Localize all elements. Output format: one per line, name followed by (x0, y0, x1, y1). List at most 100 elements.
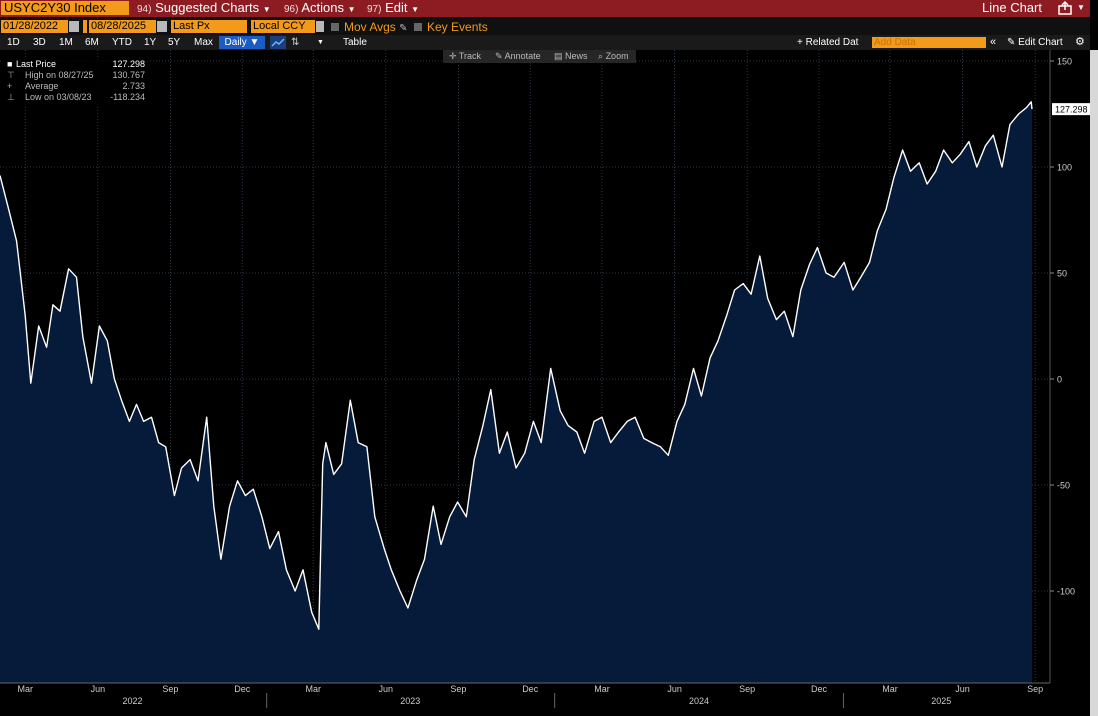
gear-icon[interactable]: ⚙ (1075, 36, 1085, 48)
actions-menu[interactable]: 96) Actions ▼ (284, 0, 356, 17)
period-max[interactable]: Max (194, 37, 213, 48)
edit-menu[interactable]: 97) Edit ▼ (367, 0, 419, 17)
x-tick-label: Mar (594, 684, 610, 694)
x-axis: Mar Jun Sep Dec Mar Jun Sep Dec Mar Jun Sep Dec Mar J… (0, 682, 1090, 716)
period-1d[interactable]: 1D (7, 37, 20, 48)
high-marker-icon: ⊤ (7, 70, 15, 80)
menu-number: 96) (284, 4, 299, 15)
date-separator (83, 20, 87, 33)
legend-value: -118.234 (110, 92, 145, 102)
y-tick-label: 100 (1057, 163, 1072, 173)
legend-label: Low on 03/08/23 (25, 92, 92, 102)
x-tick-label: Mar (305, 684, 321, 694)
start-date-input[interactable]: 01/28/2022 (1, 20, 68, 33)
field-select[interactable]: Last Px (171, 20, 247, 33)
dropdown-arrow-icon: ▼ (411, 5, 420, 14)
legend-value: 127.298 (112, 59, 145, 69)
last-price-tag: 127.298 (1052, 103, 1090, 116)
suggested-charts-menu[interactable]: 94) Suggested Charts ▼ (137, 0, 271, 17)
ticker-input[interactable]: USYC2Y30 Index (1, 1, 129, 15)
x-tick-label: Jun (91, 684, 106, 694)
annotate-label: Annotate (504, 51, 541, 61)
chart-type-label: Line Chart (982, 0, 1042, 15)
period-6m[interactable]: 6M (85, 37, 99, 48)
x-year-label: 2022 (123, 696, 143, 706)
crosshair-icon: ✛ (449, 51, 457, 61)
x-tick-label: Dec (234, 684, 251, 694)
edit-chart-button[interactable]: ✎ Edit Chart (1007, 37, 1063, 48)
x-tick-label: Dec (522, 684, 539, 694)
menu-number: 97) (367, 4, 382, 15)
legend-value: 2.733 (122, 81, 145, 91)
legend-swatch: ■ (7, 59, 13, 69)
track-button[interactable]: ✛ Track (449, 50, 481, 63)
checkbox-icon (331, 23, 339, 31)
mov-avgs-toggle[interactable]: Mov Avgs ✎ (331, 21, 408, 35)
currency-select[interactable]: Local CCY (251, 20, 315, 33)
line-chart-icon[interactable] (270, 36, 286, 49)
legend-row-last[interactable]: ■ Last Price 127.298 (3, 59, 149, 70)
zoom-label: Zoom (605, 51, 629, 61)
x-tick-label: Sep (1027, 684, 1043, 694)
calendar-icon[interactable] (69, 21, 79, 32)
price-line (0, 101, 1033, 630)
chart-area[interactable]: 150 100 50 0 -50 -100 Mar Jun Sep Dec Mar Jun Sep De… (0, 50, 1098, 716)
x-tick-label: Sep (162, 684, 178, 694)
average-marker-icon: + (7, 81, 13, 91)
period-3d[interactable]: 3D (33, 37, 46, 48)
track-label: Track (458, 51, 482, 61)
period-1m[interactable]: 1M (59, 37, 73, 48)
frequency-label: Daily (224, 37, 247, 48)
collapse-icon[interactable]: « (990, 36, 997, 48)
news-icon: ▤ (554, 51, 563, 61)
calendar-icon[interactable] (157, 21, 167, 32)
menu-number: 94) (137, 4, 152, 15)
period-ytd[interactable]: YTD (112, 37, 132, 48)
frequency-select[interactable]: Daily ▼ (219, 36, 265, 49)
legend-label: Last Price (16, 59, 57, 69)
legend-value: 130.767 (112, 70, 145, 80)
x-year-label: 2023 (400, 696, 420, 706)
settings-bar: 01/28/2022 08/28/2025 Last Px Local CCY … (0, 17, 1090, 35)
magnifier-icon: ⌕ (598, 51, 604, 61)
period-bar: 1D 3D 1M 6M YTD 1Y 5Y Max Daily ▼ ⇅ ▼ Ta… (0, 35, 1090, 50)
legend-row-average: + Average 2.733 (3, 81, 149, 92)
y-tick-label: 0 (1057, 375, 1062, 385)
x-tick-label: Mar (882, 684, 898, 694)
chevron-down-icon[interactable] (316, 21, 324, 32)
scrollbar[interactable] (1090, 50, 1098, 716)
menu-label: Edit (385, 0, 408, 15)
last-price-tag-box (1052, 103, 1090, 116)
y-tick-label: 150 (1057, 57, 1072, 67)
related-data-button[interactable]: + Related Dat (797, 37, 859, 48)
export-dropdown-icon[interactable]: ▼ (1077, 3, 1085, 12)
y-axis-panel (1050, 50, 1090, 683)
title-bar: USYC2Y30 Index 94) Suggested Charts ▼ 96… (0, 0, 1090, 17)
x-tick-label: Jun (667, 684, 682, 694)
low-marker-icon: ⊥ (7, 92, 15, 102)
x-tick-label: Dec (811, 684, 828, 694)
chevron-down-icon[interactable]: ▼ (317, 39, 324, 46)
x-tick-label: Sep (450, 684, 466, 694)
export-icon[interactable] (1057, 1, 1073, 15)
news-button[interactable]: ▤ News (554, 50, 588, 63)
bar-type-icon[interactable]: ⇅ (291, 37, 300, 48)
add-data-input[interactable]: Add Data (872, 37, 986, 48)
x-tick-label: Jun (955, 684, 970, 694)
key-events-toggle[interactable]: Key Events (414, 21, 488, 35)
pencil-icon: ✎ (399, 23, 408, 34)
period-5y[interactable]: 5Y (168, 37, 181, 48)
legend-row-low: ⊥ Low on 03/08/23 -118.234 (3, 92, 149, 103)
table-button[interactable]: Table (343, 37, 367, 48)
y-tick-label: 50 (1057, 269, 1067, 279)
period-1y[interactable]: 1Y (144, 37, 157, 48)
annotate-button[interactable]: ✎ Annotate (495, 50, 541, 63)
legend-label: High on 08/27/25 (25, 70, 94, 80)
y-axis: 150 100 50 0 -50 -100 (1050, 57, 1075, 597)
dropdown-arrow-icon: ▼ (262, 5, 271, 14)
menu-label: Actions (301, 0, 344, 15)
zoom-button[interactable]: ⌕ Zoom (598, 50, 629, 63)
end-date-input[interactable]: 08/28/2025 (89, 20, 156, 33)
x-axis-background (0, 683, 1090, 716)
legend-label: Average (25, 81, 59, 91)
